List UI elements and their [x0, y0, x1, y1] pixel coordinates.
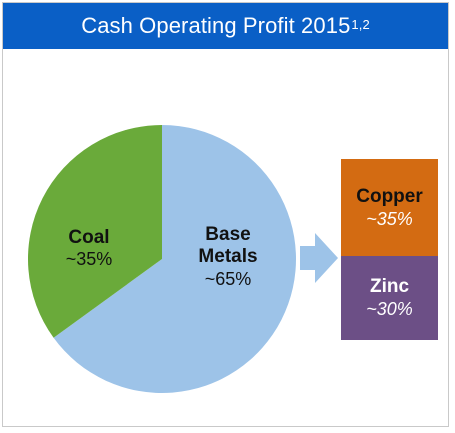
pie-slice-base-metals — [53, 125, 297, 394]
breakdown-zinc: Zinc ~30% — [341, 256, 438, 340]
breakdown-copper: Copper ~35% — [341, 159, 438, 256]
chart-title-footnote: 1,2 — [351, 16, 370, 32]
breakdown-copper-value: ~35% — [366, 208, 413, 229]
pie-slice-coal — [28, 125, 163, 338]
chart-title-bar: Cash Operating Profit 2015 1,2 — [3, 3, 448, 49]
slice-value-coal: ~35% — [66, 249, 113, 269]
slice-name-base-metals-line2: Metals — [198, 246, 257, 267]
slice-value-base-metals: ~65% — [205, 269, 252, 289]
slice-name-coal: Coal — [68, 227, 109, 248]
chart-title: Cash Operating Profit 2015 — [81, 13, 351, 38]
breakdown-zinc-value: ~30% — [366, 299, 413, 319]
breakdown-zinc-name: Zinc — [369, 276, 410, 297]
breakdown-arrow — [300, 233, 338, 283]
breakdown-copper-name: Copper — [356, 185, 423, 207]
slice-name-base-metals-line1: Base — [205, 224, 250, 245]
